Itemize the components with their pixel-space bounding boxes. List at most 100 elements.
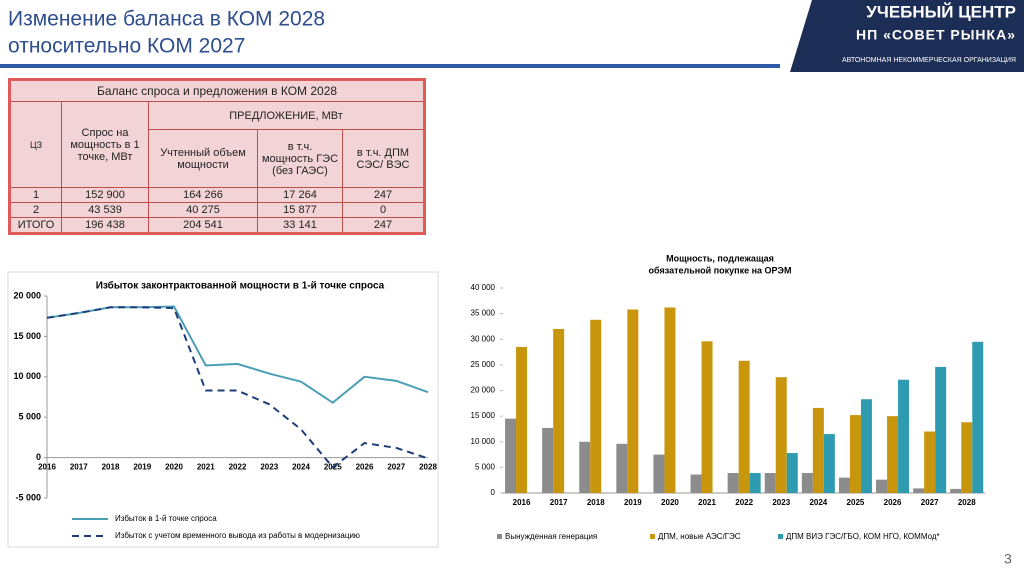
bar: [690, 474, 702, 493]
legend-label: ДПМ, новые АЭС/ГЭС: [658, 532, 741, 541]
legend-label: Избыток в 1-й точке спроса: [115, 514, 217, 523]
x-tick-label: 2019: [624, 498, 642, 507]
x-tick-label: 2022: [735, 498, 753, 507]
chart-title: обязательной покупке на ОРЭМ: [649, 265, 792, 275]
y-tick-label: 10 000: [471, 437, 496, 446]
y-tick-label: 30 000: [471, 334, 496, 343]
bar: [516, 346, 528, 493]
table-title: Баланс спроса и предложения в КОМ 2028: [9, 79, 425, 102]
cell: 2: [9, 202, 62, 218]
bar: [764, 473, 776, 493]
x-tick-label: 2020: [661, 498, 679, 507]
bar: [738, 360, 750, 493]
balance-table: Баланс спроса и предложения в КОМ 2028 Ц…: [8, 78, 426, 235]
cell: 40 275: [148, 202, 258, 218]
bar: [664, 307, 676, 493]
x-tick-label: 2017: [550, 498, 568, 507]
legend-swatch: [778, 534, 783, 539]
cell: ИТОГО: [9, 217, 62, 234]
bar: [838, 477, 850, 493]
x-tick-label: 2017: [70, 463, 88, 472]
x-tick-label: 2026: [884, 498, 902, 507]
bar: [749, 473, 761, 493]
x-tick-label: 2026: [356, 463, 374, 472]
bar: [913, 488, 925, 493]
x-tick-label: 2019: [133, 463, 151, 472]
header-cell: в т.ч. ДПМ СЭС/ ВЭС: [342, 129, 425, 188]
bar: [542, 427, 554, 493]
header-rule: [0, 64, 780, 68]
cell: 204 541: [148, 217, 258, 234]
y-tick-label: 25 000: [471, 360, 496, 369]
x-tick-label: 2016: [513, 498, 531, 507]
bar: [860, 399, 872, 493]
y-tick-label: 35 000: [471, 309, 496, 318]
cell: 152 900: [61, 187, 149, 203]
cell: 247: [342, 217, 425, 234]
cell: 247: [342, 187, 425, 203]
header-cell: в т.ч. мощность ГЭС (без ГАЭС): [257, 129, 343, 188]
bar: [579, 441, 591, 493]
y-tick-label: 20 000: [13, 290, 41, 300]
legend-swatch: [497, 534, 502, 539]
y-tick-label: 20 000: [471, 386, 496, 395]
cell: 0: [342, 202, 425, 218]
x-tick-label: 2025: [847, 498, 865, 507]
bar: [553, 329, 565, 493]
chart-title: Мощность, подлежащая: [666, 253, 774, 263]
y-tick-label: 5 000: [475, 462, 496, 471]
x-tick-label: 2028: [419, 463, 437, 472]
cell: 1: [9, 187, 62, 203]
y-tick-label: 40 000: [471, 283, 496, 292]
x-tick-label: 2024: [809, 498, 827, 507]
y-tick-label: 0: [491, 488, 496, 497]
x-tick-label: 2027: [387, 463, 405, 472]
bar: [823, 434, 835, 493]
logo-text: АВТОНОМНАЯ НЕКОММЕРЧЕСКАЯ ОРГАНИЗАЦИЯ: [842, 57, 1016, 64]
bar: [972, 341, 984, 493]
x-tick-label: 2020: [165, 463, 183, 472]
header-cell: Учтенный объем мощности: [148, 129, 258, 188]
bar: [616, 443, 628, 493]
chart-frame: [7, 271, 439, 548]
y-tick-label: 10 000: [13, 371, 41, 381]
bar: [701, 341, 713, 493]
bar: [961, 422, 973, 493]
bar: [775, 377, 787, 493]
x-tick-label: 2018: [102, 463, 120, 472]
cell: 196 438: [61, 217, 149, 234]
bar: [812, 407, 824, 493]
cell: 15 877: [257, 202, 343, 218]
bar: [627, 309, 639, 493]
x-tick-label: 2023: [260, 463, 278, 472]
x-tick-label: 2027: [921, 498, 939, 507]
cell: 17 264: [257, 187, 343, 203]
bar: [590, 319, 602, 493]
bar: [887, 416, 899, 493]
header-cell: ЦЗ: [9, 101, 62, 188]
logo-text: НП «СОВЕТ РЫНКА»: [856, 27, 1016, 43]
bar: [950, 488, 962, 493]
cell: 33 141: [257, 217, 343, 234]
x-tick-label: 2016: [38, 463, 56, 472]
x-tick-label: 2022: [229, 463, 247, 472]
chart-title: Избыток законтрактованной мощности в 1-й…: [96, 280, 385, 292]
bar: [876, 479, 888, 493]
page-number: 3: [1004, 551, 1012, 567]
x-tick-label: 2018: [587, 498, 605, 507]
bar: [935, 366, 947, 493]
header-cell: ПРЕДЛОЖЕНИЕ, МВт: [148, 101, 425, 130]
y-tick-label: 5 000: [18, 412, 41, 422]
x-tick-label: 2021: [698, 498, 716, 507]
bar: [653, 454, 665, 493]
legend-label: ДПМ ВИЭ ГЭС/ГБО, КОМ НГО, КОММод*: [786, 532, 940, 541]
x-tick-label: 2028: [958, 498, 976, 507]
y-tick-label: 0: [36, 452, 41, 462]
bar: [786, 453, 798, 493]
bar: [727, 473, 739, 493]
header-cell: Спрос на мощность в 1 точке, МВт: [61, 101, 149, 188]
x-tick-label: 2021: [197, 463, 215, 472]
line-series: [46, 305, 429, 404]
